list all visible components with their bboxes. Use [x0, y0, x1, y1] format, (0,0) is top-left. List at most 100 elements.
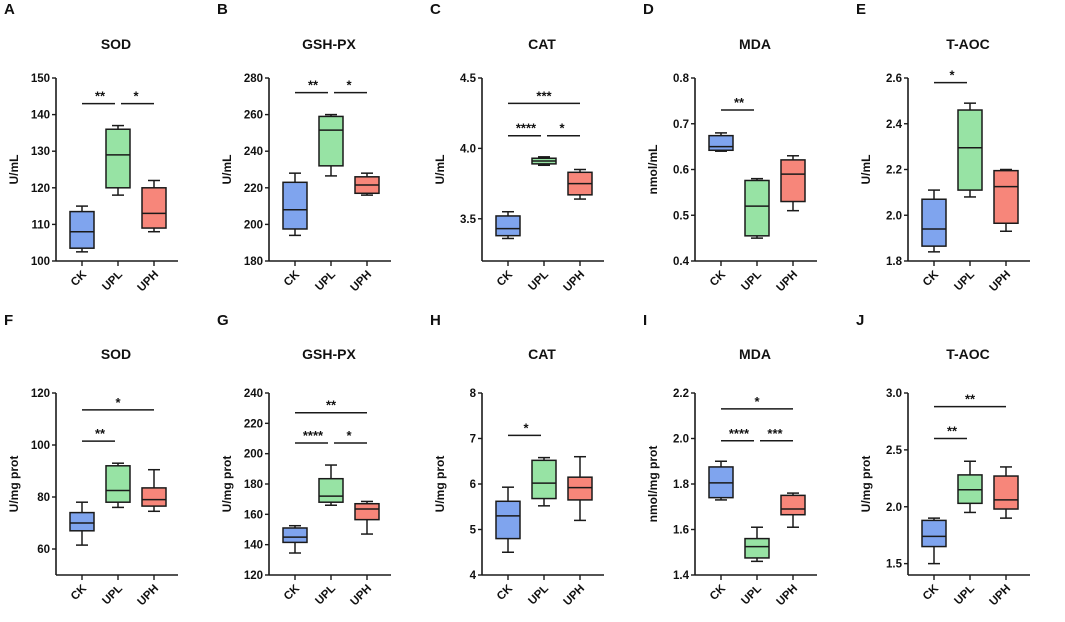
- box-uph: [780, 492, 806, 528]
- significance-label: **: [947, 424, 958, 439]
- x-tick-label: CK: [495, 582, 516, 603]
- x-tick-label: UPL: [100, 583, 125, 608]
- y-axis-label: U/mg prot: [7, 456, 21, 513]
- box-iqr: [495, 500, 521, 540]
- y-tick-label: 120: [31, 388, 50, 400]
- box-iqr: [567, 476, 593, 501]
- significance-label: *: [754, 394, 760, 409]
- box-uph: [354, 500, 380, 535]
- y-tick-label: 2.0: [673, 434, 689, 446]
- y-tick-label: 260: [244, 110, 263, 122]
- box-iqr: [921, 198, 947, 247]
- y-tick-label: 5: [470, 525, 477, 537]
- panel-letter: J: [856, 312, 864, 329]
- y-tick-label: 8: [470, 388, 477, 400]
- significance-label: ****: [729, 426, 750, 441]
- y-axis-label: U/mg prot: [433, 456, 447, 513]
- x-tick-label: UPH: [561, 269, 587, 295]
- box-ck: [495, 486, 521, 553]
- panel-letter: B: [217, 1, 228, 18]
- panel-letter: F: [4, 312, 13, 329]
- y-tick-label: 2.2: [673, 388, 689, 400]
- y-tick-label: 200: [244, 449, 263, 461]
- y-tick-label: 120: [31, 183, 50, 195]
- y-tick-label: 6: [470, 479, 476, 491]
- y-tick-label: 4: [470, 570, 477, 582]
- panel-title: T-AOC: [946, 346, 990, 362]
- significance-label: ****: [516, 121, 537, 136]
- x-tick-label: UPL: [739, 269, 764, 294]
- y-tick-label: 60: [37, 544, 50, 556]
- box-ck: [69, 501, 95, 546]
- box-ck: [708, 460, 734, 501]
- significance-label: **: [326, 398, 337, 413]
- panel-j: J T-AOC U/mg prot 1.5 2.0 2.5 3.0 CK UPL UPH ** **: [856, 312, 1030, 608]
- y-axis-label: U/mL: [220, 155, 234, 185]
- y-tick-label: 0.8: [673, 73, 690, 85]
- significance-label: **: [734, 95, 745, 110]
- box-iqr: [531, 459, 557, 500]
- y-axis-label: U/mg prot: [859, 456, 873, 513]
- y-tick-label: 140: [244, 540, 263, 552]
- significance-label: **: [308, 78, 319, 93]
- y-tick-label: 110: [31, 219, 50, 231]
- y-tick-label: 2.0: [886, 502, 902, 514]
- panel-title: MDA: [739, 346, 771, 362]
- y-tick-label: 280: [244, 73, 263, 85]
- box-iqr: [141, 487, 167, 507]
- box-uph: [141, 468, 167, 513]
- x-tick-label: UPH: [774, 583, 800, 609]
- box-uph: [567, 455, 593, 522]
- x-tick-label: UPL: [952, 269, 977, 294]
- box-iqr: [141, 187, 167, 229]
- significance-label: *: [115, 395, 121, 410]
- panel-letter: H: [430, 312, 441, 329]
- y-axis-label: nmol/mg prot: [646, 446, 660, 523]
- significance-label: **: [95, 426, 106, 441]
- y-tick-label: 180: [244, 256, 263, 268]
- y-tick-label: 120: [244, 570, 263, 582]
- box-uph: [141, 179, 167, 233]
- y-tick-label: 0.6: [673, 165, 689, 177]
- box-ck: [708, 132, 734, 152]
- x-tick-label: CK: [708, 268, 729, 289]
- box-upl: [744, 526, 770, 563]
- y-axis-label: U/mL: [859, 155, 873, 185]
- box-iqr: [69, 511, 95, 532]
- y-tick-label: 2.4: [886, 119, 903, 131]
- box-iqr: [282, 527, 308, 544]
- y-tick-label: 240: [244, 388, 263, 400]
- panel-letter: A: [4, 1, 15, 18]
- box-iqr: [744, 179, 770, 237]
- box-uph: [993, 168, 1019, 233]
- box-ck: [282, 524, 308, 554]
- x-tick-label: UPL: [526, 269, 551, 294]
- significance-label: ***: [767, 426, 783, 441]
- x-tick-label: UPH: [135, 583, 161, 609]
- box-upl: [957, 460, 983, 514]
- x-tick-label: UPL: [952, 583, 977, 608]
- box-upl: [531, 156, 557, 167]
- box-iqr: [993, 475, 1019, 510]
- y-tick-label: 2.2: [886, 165, 902, 177]
- y-tick-label: 1.5: [886, 559, 903, 571]
- box-ck: [495, 210, 521, 240]
- box-upl: [531, 456, 557, 507]
- box-iqr: [69, 210, 95, 249]
- box-ck: [921, 517, 947, 565]
- box-iqr: [708, 134, 734, 152]
- x-tick-label: UPL: [526, 583, 551, 608]
- significance-label: ***: [536, 88, 552, 103]
- box-upl: [318, 464, 344, 506]
- box-uph: [993, 466, 1019, 519]
- box-iqr: [105, 128, 131, 189]
- x-tick-label: UPL: [313, 269, 338, 294]
- y-tick-label: 4.5: [460, 73, 477, 85]
- panel-title: SOD: [101, 36, 131, 52]
- x-tick-label: UPH: [987, 583, 1013, 609]
- y-tick-label: 1.8: [673, 479, 690, 491]
- x-tick-label: CK: [495, 268, 516, 289]
